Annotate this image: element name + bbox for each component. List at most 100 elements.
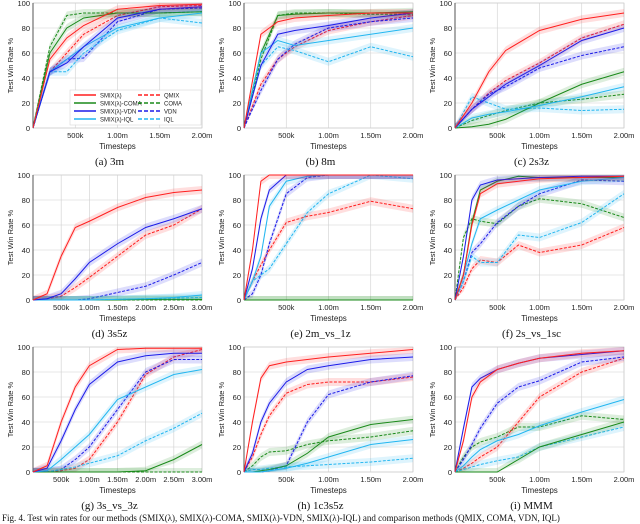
subplot-caption: (f) 2s_vs_1sc	[502, 328, 561, 340]
series-line	[33, 412, 203, 473]
ytick-label: 0	[237, 124, 241, 133]
y-axis-label: Test Win Rate %	[6, 37, 15, 93]
xtick-label: 2.00m	[614, 131, 635, 140]
confidence-band	[33, 14, 202, 128]
xtick-label: 2.00m	[614, 303, 635, 312]
xtick-label: 1.00m	[529, 131, 550, 140]
subplot-2: 0 20 40 60 80 100 500k 1.00m 1.50m 2.00m Timesteps…	[217, 0, 423, 168]
subplot-4: 0 20 40 60 80 100 500k 1.00m 1.50m 2.00m 2.50m 3.00…	[6, 171, 212, 340]
y-axis-label: Test Win Rate %	[428, 381, 437, 437]
series-line	[32, 208, 203, 301]
ytick-label: 80	[444, 24, 452, 33]
confidence-band	[33, 3, 202, 128]
legend-label: COMA	[164, 102, 182, 108]
y-axis-label: Test Win Rate %	[428, 209, 437, 265]
ytick-label: 80	[22, 196, 30, 205]
ytick-label: 100	[228, 0, 241, 8]
figure-caption: Fig. 4. Test win rates for our methods (…	[2, 513, 560, 523]
xtick-label: 500k	[489, 131, 506, 140]
ytick-label: 100	[17, 343, 30, 352]
ytick-label: 40	[444, 418, 452, 427]
ytick-label: 40	[22, 74, 30, 83]
ytick-label: 80	[233, 196, 241, 205]
confidence-band	[33, 440, 202, 472]
confidence-band	[244, 371, 413, 472]
ytick-label: 100	[228, 171, 241, 180]
ytick-label: 100	[228, 343, 241, 352]
xtick-label: 1.50m	[149, 131, 170, 140]
subplot-caption: (b) 8m	[306, 156, 336, 168]
legend-label: VDN	[164, 110, 177, 116]
ytick-label: 0	[448, 124, 452, 133]
ytick-label: 40	[233, 246, 241, 255]
x-axis-label: Timesteps	[521, 142, 558, 151]
ytick-label: 0	[237, 468, 241, 477]
xtick-label: 3.00m	[192, 303, 213, 312]
ytick-label: 0	[448, 296, 452, 305]
ytick-label: 80	[233, 24, 241, 33]
subplot-7: 0 20 40 60 80 100 500k 1.00m 1.50m 2.00m 2.50m 3.00…	[6, 343, 212, 512]
ytick-label: 60	[444, 49, 452, 58]
confidence-band	[33, 204, 202, 300]
ytick-label: 20	[444, 99, 452, 108]
ytick-label: 40	[22, 246, 30, 255]
xtick-label: 1.00m	[529, 475, 550, 484]
series-line	[243, 376, 414, 473]
ytick-label: 60	[233, 393, 241, 402]
y-axis-label: Test Win Rate %	[6, 209, 15, 265]
ytick-label: 80	[233, 368, 241, 377]
ytick-label: 0	[26, 468, 30, 477]
ytick-label: 80	[22, 368, 30, 377]
ytick-label: 20	[444, 443, 452, 452]
confidence-band	[33, 409, 202, 472]
xtick-label: 1.00m	[107, 131, 128, 140]
confidence-band	[33, 3, 202, 128]
legend-label: SMIX(λ)-COMA	[100, 102, 142, 108]
confidence-band	[33, 349, 202, 472]
xtick-label: 2.00m	[614, 475, 635, 484]
ytick-label: 20	[22, 99, 30, 108]
ytick-label: 40	[444, 246, 452, 255]
xtick-label: 500k	[53, 303, 70, 312]
subplot-9: 0 20 40 60 80 100 500k 1.00m 1.50m 2.00m Timesteps…	[428, 343, 634, 512]
confidence-band	[455, 9, 624, 128]
ytick-label: 60	[233, 49, 241, 58]
subplot-caption: (i) MMM	[510, 500, 553, 512]
ytick-label: 0	[26, 296, 30, 305]
xtick-label: 2.00m	[403, 303, 424, 312]
subplot-caption: (a) 3m	[95, 156, 124, 168]
x-axis-label: Timesteps	[310, 142, 347, 151]
xtick-label: 500k	[67, 131, 84, 140]
xtick-label: 1.50m	[107, 475, 128, 484]
xtick-label: 1.50m	[571, 475, 592, 484]
xtick-label: 500k	[278, 131, 295, 140]
confidence-band	[455, 418, 624, 472]
legend-label: SMIX(λ)-IQL	[100, 118, 134, 124]
xtick-label: 1.00m	[79, 475, 100, 484]
xtick-label: 1.00m	[318, 131, 339, 140]
xtick-label: 1.50m	[571, 131, 592, 140]
x-axis-label: Timesteps	[99, 142, 136, 151]
ytick-label: 40	[233, 418, 241, 427]
ytick-label: 60	[22, 221, 30, 230]
subplot-1: 0 20 40 60 80 100 500k 1.00m 1.50m 2.00m Timesteps…	[6, 0, 212, 168]
xtick-label: 1.00m	[318, 303, 339, 312]
confidence-band	[33, 186, 202, 300]
confidence-band	[33, 347, 202, 472]
xtick-label: 1.50m	[107, 303, 128, 312]
subplot-caption: (g) 3s_vs_3z	[81, 500, 138, 512]
confidence-band	[33, 468, 202, 472]
ytick-label: 0	[26, 124, 30, 133]
xtick-label: 2.00m	[403, 131, 424, 140]
series-line	[243, 174, 414, 301]
confidence-band	[244, 296, 413, 300]
confidence-band	[455, 20, 624, 128]
subplot-caption: (h) 1c3s5z	[297, 500, 343, 512]
ytick-label: 40	[22, 418, 30, 427]
confidence-band	[33, 295, 202, 300]
ytick-label: 20	[22, 443, 30, 452]
ytick-label: 60	[444, 221, 452, 230]
xtick-label: 2.00m	[135, 303, 156, 312]
legend: SMIX(λ) SMIX(λ)-COMA SMIX(λ)-VDN SMIX(λ)-IQ…	[69, 89, 202, 126]
